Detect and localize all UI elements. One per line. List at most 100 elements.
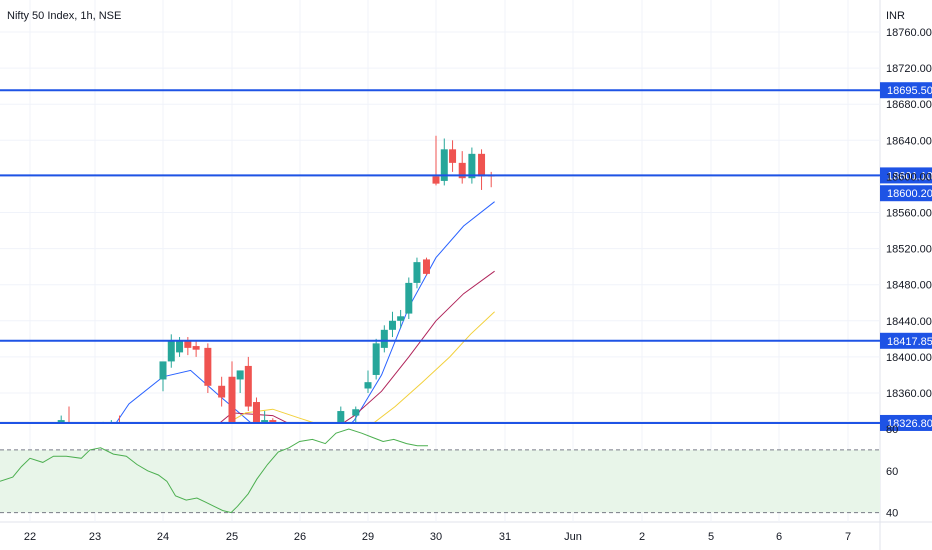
price-tick-label: 18360.00	[886, 388, 932, 400]
candle[interactable]	[388, 311, 396, 338]
candle[interactable]	[468, 147, 476, 184]
price-tick-label: 18440.00	[886, 316, 932, 328]
time-axis[interactable]: 22 23 24 25 26 29 30 31 Jun 2 5 6 7	[24, 531, 851, 543]
level-tag-label: 18417.85	[887, 336, 932, 348]
candle-body	[159, 361, 167, 380]
price-axis[interactable]: 18695.50 18601.10 18600.20 18417.85 18326.80…	[880, 27, 932, 520]
candle-body	[167, 340, 175, 362]
price-tick-label: 18400.00	[886, 352, 932, 364]
candle[interactable]	[380, 325, 388, 353]
candle[interactable]	[228, 361, 236, 436]
level-tag-background	[880, 414, 932, 431]
candle-body	[440, 149, 448, 181]
level-price-tag[interactable]: 18417.85	[880, 332, 932, 349]
moving-average-line	[228, 311, 495, 422]
candle[interactable]	[116, 415, 123, 440]
candle[interactable]	[397, 309, 405, 329]
candle[interactable]	[159, 361, 167, 392]
candle-body	[380, 329, 388, 348]
price-pane[interactable]	[0, 89, 880, 470]
rsi-pane[interactable]	[0, 428, 880, 514]
candle-body	[478, 153, 486, 177]
price-tick-label: 18520.00	[886, 244, 932, 256]
candle-body	[364, 382, 372, 389]
rsi-tick-label: 60	[886, 466, 898, 478]
time-tick-label: 6	[776, 531, 782, 543]
time-tick-label: 29	[362, 531, 374, 543]
candle[interactable]	[57, 415, 65, 448]
candle[interactable]	[337, 406, 345, 455]
level-price-tag[interactable]: 18695.50	[880, 82, 932, 99]
level-price-tag[interactable]: 18601.10	[880, 167, 932, 184]
candle-body	[269, 420, 277, 422]
rsi-tick-label: 40	[886, 508, 898, 520]
candle[interactable]	[244, 356, 252, 412]
candle[interactable]	[432, 135, 440, 186]
rsi-tick-label: 80	[886, 424, 898, 436]
time-tick-label: 24	[157, 531, 169, 543]
level-tag-label: 18695.50	[887, 85, 932, 97]
candle[interactable]	[405, 277, 413, 319]
level-price-tag[interactable]: 18326.80	[880, 414, 932, 431]
candle[interactable]	[192, 341, 200, 357]
candle[interactable]	[478, 149, 486, 190]
candle[interactable]	[204, 343, 212, 393]
time-tick-label: 31	[499, 531, 511, 543]
candle[interactable]	[364, 370, 372, 393]
level-tag-label: 18601.10	[887, 170, 932, 182]
price-tick-label: 18760.00	[886, 27, 932, 39]
time-tick-label: 7	[845, 531, 851, 543]
candle[interactable]	[458, 151, 466, 184]
time-tick-label: Jun	[564, 531, 582, 543]
candle[interactable]	[218, 376, 226, 407]
candle[interactable]	[352, 406, 360, 425]
candle-body	[352, 409, 360, 416]
rsi-line[interactable]	[0, 428, 428, 514]
candle-body	[184, 340, 192, 348]
level-tag-label: 18326.80	[887, 418, 932, 430]
candle[interactable]	[261, 411, 269, 445]
candle[interactable]	[66, 406, 73, 434]
candle-body	[236, 370, 244, 380]
candle-body	[261, 420, 269, 422]
candle[interactable]	[449, 140, 457, 172]
level-price-tag[interactable]: 18600.20	[880, 185, 932, 202]
candle-body	[57, 420, 65, 422]
price-plot-area	[57, 135, 495, 455]
candle-body	[388, 320, 396, 330]
price-tick-label: 18560.00	[886, 208, 932, 220]
level-tag-background	[880, 185, 932, 202]
candle-body	[337, 411, 345, 422]
candle-body	[252, 402, 260, 422]
rsi-band-background	[0, 449, 880, 513]
level-tag-background	[880, 82, 932, 99]
candle[interactable]	[372, 338, 380, 380]
candle[interactable]	[413, 257, 421, 289]
candle-body	[176, 340, 184, 353]
time-tick-label: 22	[24, 531, 36, 543]
candle-body	[432, 176, 440, 184]
price-tick-label: 18720.00	[886, 63, 932, 75]
level-tag-background	[880, 167, 932, 184]
candle-body	[422, 259, 430, 274]
candle-body	[228, 376, 236, 422]
time-tick-label: 5	[708, 531, 714, 543]
candle-body	[449, 149, 457, 163]
price-tick-label: 18600.00	[886, 171, 932, 183]
level-tag-label: 18600.20	[887, 188, 932, 200]
level-tag-background	[880, 332, 932, 349]
candle[interactable]	[422, 257, 430, 276]
candle[interactable]	[440, 138, 448, 186]
candle[interactable]	[269, 418, 277, 449]
candle-body	[413, 262, 421, 283]
candle[interactable]	[236, 370, 244, 393]
time-tick-label: 25	[226, 531, 238, 543]
candle-body	[468, 153, 476, 179]
candle[interactable]	[252, 397, 260, 439]
price-tick-label: 18680.00	[886, 99, 932, 111]
currency-label: INR	[886, 10, 905, 22]
candle-body	[204, 347, 212, 386]
time-tick-label: 30	[430, 531, 442, 543]
candle-body	[372, 343, 380, 375]
